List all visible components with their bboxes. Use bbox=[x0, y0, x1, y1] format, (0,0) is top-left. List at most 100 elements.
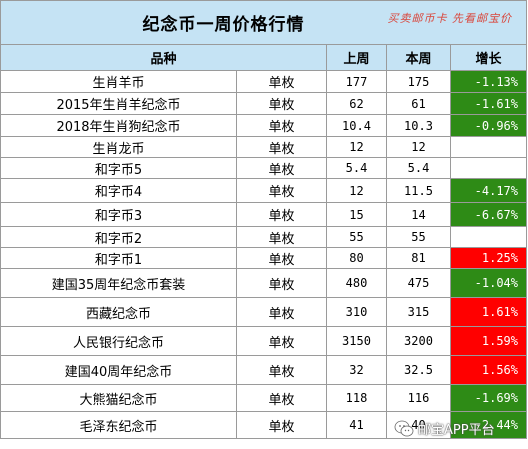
slogan: 买卖邮币卡 先看邮宝价 bbox=[387, 12, 512, 25]
table-row: 2018年生肖狗纪念币 单枚 10.4 10.3 -0.96% bbox=[0, 114, 527, 137]
item-name: 毛泽东纪念币 bbox=[0, 411, 237, 439]
change-percent: 1.59% bbox=[450, 326, 527, 356]
wechat-icon bbox=[394, 420, 414, 436]
last-week-price: 15 bbox=[326, 202, 387, 227]
this-week-price: 10.3 bbox=[386, 114, 451, 137]
table-row: 和字币2 单枚 55 55 bbox=[0, 226, 527, 248]
item-name: 和字币3 bbox=[0, 202, 237, 227]
last-week-price: 80 bbox=[326, 247, 387, 269]
table-row: 大熊猫纪念币 单枚 118 116 -1.69% bbox=[0, 384, 527, 412]
item-name: 和字币4 bbox=[0, 178, 237, 203]
table-row: 西藏纪念币 单枚 310 315 1.61% bbox=[0, 297, 527, 327]
title-cell: 纪念币一周价格行情 买卖邮币卡 先看邮宝价 bbox=[0, 0, 527, 45]
table-row: 建国35周年纪念币套装 单枚 480 475 -1.04% bbox=[0, 268, 527, 298]
table-row: 毛泽东纪念币 单枚 41 40 -2.44% bbox=[0, 411, 527, 439]
change-percent: -0.96% bbox=[450, 114, 527, 137]
table-row: 生肖羊币 单枚 177 175 -1.13% bbox=[0, 70, 527, 93]
table-row: 和字币3 单枚 15 14 -6.67% bbox=[0, 202, 527, 227]
this-week-price: 12 bbox=[386, 136, 451, 158]
item-unit: 单枚 bbox=[236, 70, 327, 93]
change-percent: 1.61% bbox=[450, 297, 527, 327]
this-week-price: 61 bbox=[386, 92, 451, 115]
last-week-price: 3150 bbox=[326, 326, 387, 356]
item-name: 2018年生肖狗纪念币 bbox=[0, 114, 237, 137]
item-unit: 单枚 bbox=[236, 326, 327, 356]
item-unit: 单枚 bbox=[236, 411, 327, 439]
last-week-price: 118 bbox=[326, 384, 387, 412]
this-week-price: 175 bbox=[386, 70, 451, 93]
header-last-week: 上周 bbox=[326, 44, 387, 71]
last-week-price: 480 bbox=[326, 268, 387, 298]
table-row: 和字币4 单枚 12 11.5 -4.17% bbox=[0, 178, 527, 203]
this-week-price: 32.5 bbox=[386, 355, 451, 385]
table-row: 和字币5 单枚 5.4 5.4 bbox=[0, 157, 527, 179]
this-week-price: 40 bbox=[386, 411, 451, 439]
change-percent: -1.69% bbox=[450, 384, 527, 412]
watermark-text: 邮宝APP平台 bbox=[418, 423, 495, 438]
this-week-price: 55 bbox=[386, 226, 451, 248]
last-week-price: 32 bbox=[326, 355, 387, 385]
item-unit: 单枚 bbox=[236, 157, 327, 179]
item-unit: 单枚 bbox=[236, 114, 327, 137]
item-unit: 单枚 bbox=[236, 226, 327, 248]
this-week-price: 116 bbox=[386, 384, 451, 412]
item-name: 建国35周年纪念币套装 bbox=[0, 268, 237, 298]
change-percent bbox=[450, 226, 527, 248]
item-name: 西藏纪念币 bbox=[0, 297, 237, 327]
change-percent: -2.44% bbox=[450, 411, 527, 439]
item-name: 2015年生肖羊纪念币 bbox=[0, 92, 237, 115]
change-percent: -6.67% bbox=[450, 202, 527, 227]
header-variety: 品种 bbox=[0, 44, 327, 71]
change-percent: -1.61% bbox=[450, 92, 527, 115]
this-week-price: 3200 bbox=[386, 326, 451, 356]
change-percent: -1.13% bbox=[450, 70, 527, 93]
item-unit: 单枚 bbox=[236, 92, 327, 115]
table-row: 建国40周年纪念币 单枚 32 32.5 1.56% bbox=[0, 355, 527, 385]
table-row: 生肖龙币 单枚 12 12 bbox=[0, 136, 527, 158]
last-week-price: 12 bbox=[326, 136, 387, 158]
price-table: 纪念币一周价格行情 买卖邮币卡 先看邮宝价 品种 上周 本周 增长 生肖羊币 单枚… bbox=[0, 0, 527, 439]
watermark: 邮宝APP平台 bbox=[394, 419, 495, 438]
change-percent: -4.17% bbox=[450, 178, 527, 203]
title-row: 纪念币一周价格行情 买卖邮币卡 先看邮宝价 bbox=[0, 0, 527, 45]
item-name: 生肖龙币 bbox=[0, 136, 237, 158]
this-week-price: 315 bbox=[386, 297, 451, 327]
page-title: 纪念币一周价格行情 bbox=[142, 15, 305, 35]
header-change: 增长 bbox=[450, 44, 527, 71]
last-week-price: 5.4 bbox=[326, 157, 387, 179]
change-percent: -1.04% bbox=[450, 268, 527, 298]
table-row: 和字币1 单枚 80 81 1.25% bbox=[0, 247, 527, 269]
change-percent: 1.25% bbox=[450, 247, 527, 269]
item-unit: 单枚 bbox=[236, 136, 327, 158]
this-week-price: 11.5 bbox=[386, 178, 451, 203]
item-name: 生肖羊币 bbox=[0, 70, 237, 93]
item-unit: 单枚 bbox=[236, 297, 327, 327]
change-percent: 1.56% bbox=[450, 355, 527, 385]
item-name: 和字币5 bbox=[0, 157, 237, 179]
last-week-price: 177 bbox=[326, 70, 387, 93]
this-week-price: 5.4 bbox=[386, 157, 451, 179]
item-unit: 单枚 bbox=[236, 202, 327, 227]
item-name: 和字币1 bbox=[0, 247, 237, 269]
table-row: 人民银行纪念币 单枚 3150 3200 1.59% bbox=[0, 326, 527, 356]
item-name: 建国40周年纪念币 bbox=[0, 355, 237, 385]
item-unit: 单枚 bbox=[236, 247, 327, 269]
item-unit: 单枚 bbox=[236, 178, 327, 203]
item-name: 大熊猫纪念币 bbox=[0, 384, 237, 412]
item-unit: 单枚 bbox=[236, 355, 327, 385]
change-percent bbox=[450, 157, 527, 179]
change-percent bbox=[450, 136, 527, 158]
table-row: 2015年生肖羊纪念币 单枚 62 61 -1.61% bbox=[0, 92, 527, 115]
item-unit: 单枚 bbox=[236, 384, 327, 412]
last-week-price: 62 bbox=[326, 92, 387, 115]
this-week-price: 14 bbox=[386, 202, 451, 227]
item-name: 和字币2 bbox=[0, 226, 237, 248]
header-row: 品种 上周 本周 增长 bbox=[0, 44, 527, 71]
item-name: 人民银行纪念币 bbox=[0, 326, 237, 356]
last-week-price: 310 bbox=[326, 297, 387, 327]
header-this-week: 本周 bbox=[386, 44, 451, 71]
last-week-price: 41 bbox=[326, 411, 387, 439]
item-unit: 单枚 bbox=[236, 268, 327, 298]
last-week-price: 10.4 bbox=[326, 114, 387, 137]
